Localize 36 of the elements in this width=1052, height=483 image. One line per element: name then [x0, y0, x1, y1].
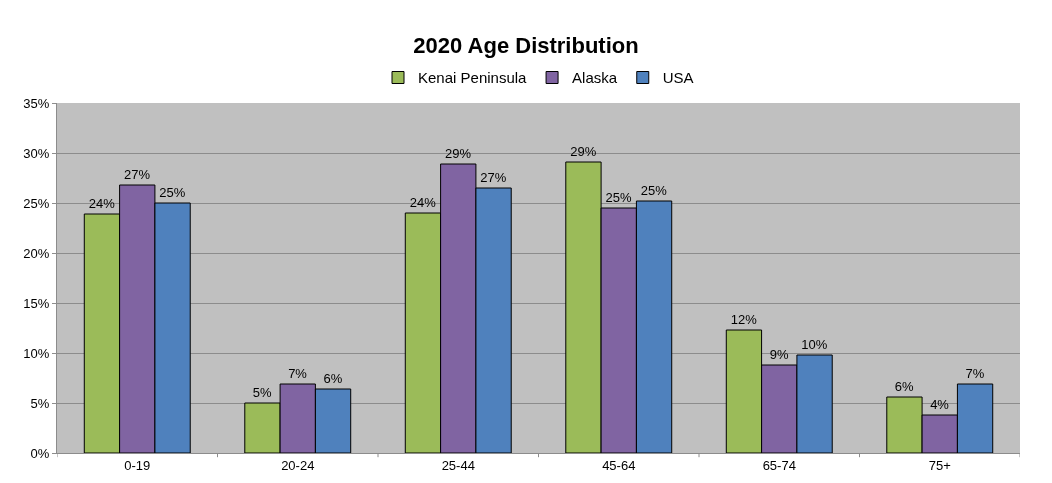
y-tick-label: 0%: [30, 445, 50, 461]
y-tick-label: 5%: [30, 395, 50, 411]
data-label: 5%: [252, 385, 273, 400]
legend-label: USA: [662, 69, 694, 87]
x-tick-label: 65-74: [762, 457, 796, 473]
data-label: 27%: [124, 167, 151, 182]
chart-title: 2020 Age Distribution: [413, 32, 639, 58]
legend-label: Kenai Peninsula: [418, 69, 528, 87]
data-label: 7%: [288, 366, 308, 381]
x-tick-label: 20-24: [281, 457, 315, 473]
x-tick-label: 0-19: [124, 457, 151, 473]
x-tick-label: 75+: [928, 457, 951, 473]
data-label: 25%: [640, 183, 668, 198]
y-tick-label: 30%: [23, 145, 50, 161]
data-label: 12%: [730, 312, 758, 327]
legend-label: Alaska: [572, 69, 618, 87]
data-label: 4%: [930, 397, 950, 412]
data-label: 25%: [605, 190, 632, 205]
data-label: 6%: [894, 379, 915, 394]
data-label: 27%: [480, 170, 507, 185]
data-label: 10%: [801, 337, 828, 352]
data-label: 24%: [88, 196, 116, 211]
y-tick-label: 25%: [23, 195, 50, 211]
y-tick-label: 15%: [23, 295, 50, 311]
y-tick-label: 35%: [23, 95, 50, 111]
data-label: 6%: [323, 371, 343, 386]
data-label: 29%: [570, 144, 597, 159]
data-label: 9%: [769, 347, 789, 362]
y-tick-label: 10%: [23, 345, 50, 361]
y-tick-label: 20%: [23, 245, 50, 261]
x-tick-label: 45-64: [602, 457, 636, 473]
x-tick-label: 25-44: [441, 457, 475, 473]
data-label: 24%: [409, 195, 437, 210]
data-label: 25%: [159, 185, 186, 200]
data-label: 7%: [965, 366, 985, 381]
data-label: 29%: [445, 146, 472, 161]
